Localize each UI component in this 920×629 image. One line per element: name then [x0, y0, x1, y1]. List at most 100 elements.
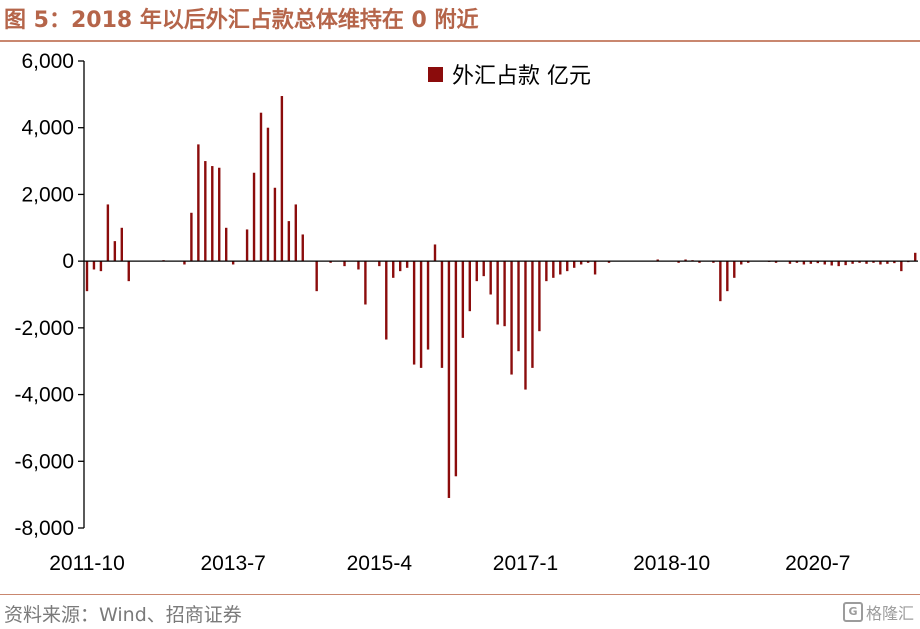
bar — [698, 261, 701, 263]
bar — [301, 234, 304, 262]
bar — [531, 261, 534, 368]
bar — [726, 261, 729, 292]
bar — [211, 166, 214, 262]
bar — [287, 221, 291, 262]
bar — [844, 261, 847, 266]
bar — [225, 227, 228, 262]
bar — [837, 261, 840, 267]
bar — [747, 261, 750, 263]
bar — [475, 261, 478, 282]
bar — [468, 261, 471, 312]
legend-label: 外汇占款 亿元 — [452, 64, 591, 89]
x-tick-label: 2013-7 — [200, 552, 265, 575]
bar — [524, 261, 527, 390]
bar — [197, 144, 200, 262]
bar — [392, 261, 395, 278]
x-tick-label: 2017-1 — [493, 552, 558, 575]
bar — [858, 261, 861, 263]
y-tick-label: 6,000 — [21, 50, 74, 73]
title-divider — [0, 40, 920, 42]
bar — [795, 261, 799, 263]
bar — [823, 261, 826, 265]
bar — [433, 244, 437, 262]
x-tick-label: 2018-10 — [633, 552, 710, 575]
bar — [872, 261, 875, 263]
bar — [712, 261, 715, 263]
watermark: G 格隆汇 — [842, 600, 914, 624]
y-tick-label: -8,000 — [14, 517, 74, 540]
bar — [517, 261, 520, 352]
bar — [573, 261, 576, 268]
bar — [900, 261, 903, 272]
x-tick-label: 2015-4 — [347, 552, 413, 575]
bar — [893, 261, 896, 264]
bar — [865, 261, 868, 264]
legend-swatch — [428, 67, 443, 82]
y-tick-label: -2,000 — [14, 317, 74, 340]
x-tick-label: 2020-7 — [785, 552, 850, 575]
bar — [183, 261, 186, 265]
bar — [733, 261, 736, 278]
watermark-text: 格隆汇 — [865, 604, 914, 623]
bar — [607, 261, 611, 263]
bar — [315, 261, 318, 292]
bar — [538, 261, 541, 332]
bar — [579, 261, 583, 265]
y-tick-label: -4,000 — [14, 384, 74, 407]
bar — [740, 261, 743, 265]
bar-series — [85, 96, 917, 498]
bar — [461, 261, 465, 338]
bar — [273, 187, 277, 262]
y-tick-label: -6,000 — [14, 450, 74, 473]
x-axis-ticks: 2011-10 2013-7 2015-4 2017-1 2018-10 2020-7 — [49, 552, 850, 575]
y-tick-label: 4,000 — [21, 117, 74, 140]
bar — [399, 261, 402, 272]
y-tick-label: 2,000 — [21, 183, 74, 206]
foreign-exchange-bar-chart: 6,000 4,000 2,000 0 -2,000 -4,000 -6,000 -8,000… — [14, 50, 918, 575]
bar — [364, 261, 367, 305]
bar — [120, 227, 123, 262]
bar — [586, 261, 590, 263]
bar — [190, 212, 193, 262]
bar — [385, 261, 388, 340]
bar — [816, 261, 819, 264]
bar — [419, 261, 423, 368]
bar — [503, 261, 506, 327]
bar — [566, 261, 569, 272]
bar — [552, 261, 555, 278]
bar — [719, 261, 722, 302]
bar — [218, 167, 221, 262]
bar — [113, 241, 117, 262]
bar — [684, 259, 687, 262]
chart-legend: 外汇占款 亿元 — [428, 64, 591, 89]
bar — [788, 261, 792, 264]
bar — [656, 259, 659, 262]
bar — [231, 261, 235, 265]
bar — [886, 261, 889, 264]
bar — [106, 204, 110, 262]
bar — [454, 261, 458, 477]
bar — [85, 261, 89, 292]
bar — [830, 261, 833, 266]
bar — [245, 229, 249, 262]
bar — [266, 127, 270, 262]
bar — [99, 261, 103, 272]
bar — [280, 96, 284, 262]
y-tick-label: 0 — [62, 250, 74, 273]
bar — [294, 204, 297, 262]
bar — [559, 261, 562, 275]
bar — [259, 112, 263, 262]
bar — [92, 261, 96, 270]
footer-divider — [0, 594, 920, 595]
x-tick-label: 2011-10 — [49, 552, 125, 575]
bar — [426, 261, 430, 350]
bar — [329, 261, 332, 263]
source-note: 资料来源：Wind、招商证券 — [4, 604, 242, 626]
bar — [204, 161, 207, 262]
bar — [677, 261, 680, 263]
bar — [482, 261, 485, 277]
bar — [489, 261, 492, 295]
bar — [357, 261, 360, 270]
bar — [510, 261, 513, 375]
chart-title: 图 5：2018 年以后外汇占款总体维持在 0 附近 — [4, 8, 479, 33]
